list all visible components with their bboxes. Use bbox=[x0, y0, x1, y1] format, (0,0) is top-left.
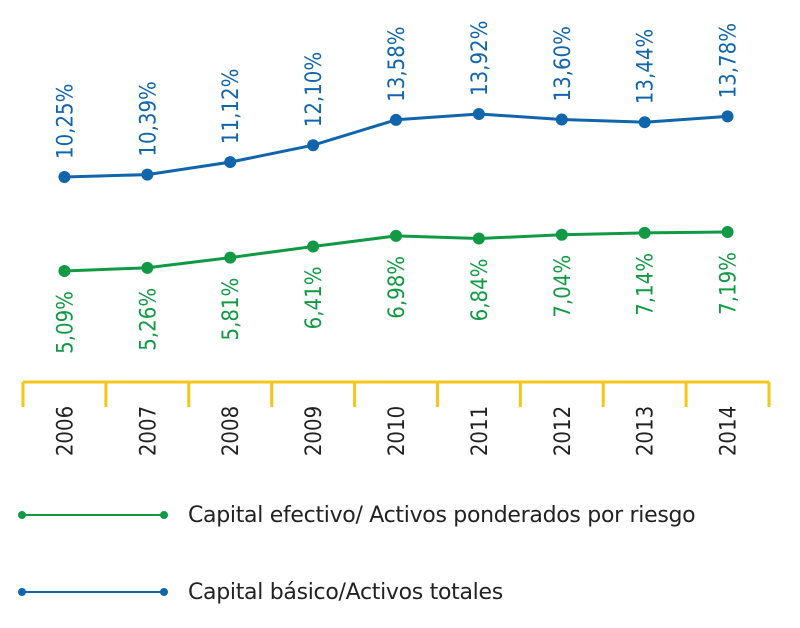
data-point-basico bbox=[721, 110, 734, 123]
legend-swatch-basico bbox=[18, 588, 168, 596]
x-tick-label: 2013 bbox=[634, 406, 659, 456]
data-label-basico: 13,44% bbox=[634, 29, 659, 104]
series-basico: 10,25% 10,39% 11,12% 12,10% 13,58% 13,92% 13,6… bbox=[53, 21, 742, 183]
data-point-basico bbox=[58, 171, 71, 183]
legend-label-efectivo: Capital efectivo/ Activos ponderados por… bbox=[188, 502, 696, 528]
data-label-efectivo: 5,81% bbox=[219, 278, 244, 341]
legend-swatch-efectivo bbox=[18, 511, 168, 519]
x-tick-label: 2007 bbox=[136, 406, 161, 456]
legend-item-efectivo: Capital efectivo/ Activos ponderados por… bbox=[18, 500, 696, 530]
data-label-efectivo: 6,98% bbox=[385, 256, 410, 319]
data-label-basico: 10,39% bbox=[136, 81, 161, 156]
x-tick-label: 2011 bbox=[468, 406, 493, 456]
data-point-basico bbox=[224, 156, 237, 169]
data-label-basico: 13,78% bbox=[717, 23, 742, 98]
data-point-basico bbox=[141, 168, 154, 181]
plot-area: 10,25% 10,39% 11,12% 12,10% 13,58% 13,92% 13,6… bbox=[53, 21, 741, 354]
data-point-basico bbox=[390, 113, 402, 126]
data-label-efectivo: 5,09% bbox=[53, 291, 78, 354]
x-tick-label: 2006 bbox=[53, 406, 78, 456]
data-point-efectivo bbox=[638, 226, 651, 239]
x-tick-label: 2010 bbox=[385, 406, 410, 456]
data-label-efectivo: 7,04% bbox=[551, 255, 576, 318]
data-label-efectivo: 6,41% bbox=[302, 266, 327, 329]
data-point-basico bbox=[555, 113, 568, 126]
data-label-basico: 11,12% bbox=[219, 69, 244, 144]
data-point-efectivo bbox=[390, 229, 402, 242]
data-point-efectivo bbox=[472, 232, 485, 245]
data-point-basico bbox=[638, 116, 651, 129]
data-point-efectivo bbox=[721, 226, 734, 238]
data-point-basico bbox=[307, 139, 320, 152]
data-label-basico: 13,58% bbox=[385, 26, 410, 101]
data-point-efectivo bbox=[224, 251, 237, 264]
data-point-efectivo bbox=[58, 265, 71, 277]
data-point-efectivo bbox=[307, 240, 320, 253]
data-point-basico bbox=[472, 108, 485, 120]
data-label-efectivo: 6,84% bbox=[468, 259, 493, 322]
data-label-efectivo: 7,19% bbox=[717, 252, 742, 315]
data-label-basico: 13,60% bbox=[551, 26, 576, 101]
x-tick-label: 2012 bbox=[551, 406, 576, 456]
x-tick-label: 2009 bbox=[302, 406, 327, 456]
x-tick-label: 2014 bbox=[717, 406, 742, 456]
x-axis: 2006 2007 2008 2009 2010 2011 2012 2013 2014 bbox=[21, 380, 771, 456]
legend-label-basico: Capital básico/Activos totales bbox=[188, 579, 503, 605]
data-label-basico: 10,25% bbox=[53, 84, 78, 159]
x-tick-label: 2008 bbox=[219, 406, 244, 456]
data-label-efectivo: 7,14% bbox=[634, 253, 659, 316]
data-label-basico: 13,92% bbox=[468, 21, 493, 96]
data-point-efectivo bbox=[141, 261, 154, 274]
data-label-efectivo: 5,26% bbox=[136, 288, 161, 351]
data-point-efectivo bbox=[555, 228, 568, 241]
series-efectivo: 5,09% 5,26% 5,81% 6,41% 6,98% 6,84% 7,04% 7,14%… bbox=[53, 226, 742, 354]
legend-item-basico: Capital básico/Activos totales bbox=[18, 577, 503, 607]
data-label-basico: 12,10% bbox=[302, 52, 327, 127]
